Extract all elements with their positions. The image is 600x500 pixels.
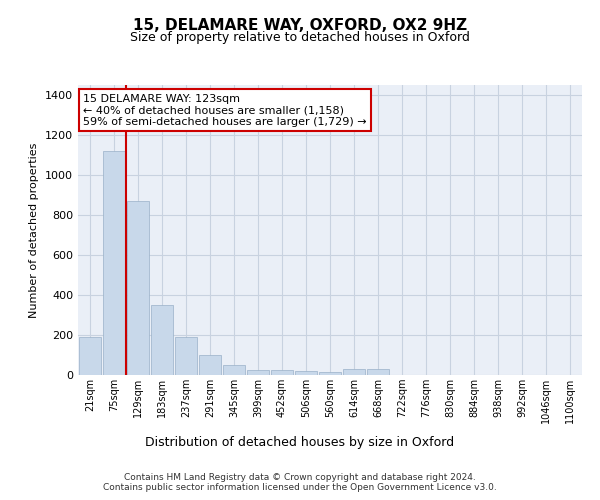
Y-axis label: Number of detached properties: Number of detached properties xyxy=(29,142,40,318)
Bar xyxy=(151,305,173,375)
Bar xyxy=(343,369,365,375)
Bar xyxy=(319,372,341,375)
Text: 15 DELAMARE WAY: 123sqm
← 40% of detached houses are smaller (1,158)
59% of semi: 15 DELAMARE WAY: 123sqm ← 40% of detache… xyxy=(83,94,367,127)
Text: Size of property relative to detached houses in Oxford: Size of property relative to detached ho… xyxy=(130,31,470,44)
Bar xyxy=(223,365,245,375)
Bar xyxy=(271,370,293,375)
Bar xyxy=(367,369,389,375)
Bar xyxy=(199,355,221,375)
Bar xyxy=(247,370,269,375)
Text: Distribution of detached houses by size in Oxford: Distribution of detached houses by size … xyxy=(145,436,455,449)
Text: Contains HM Land Registry data © Crown copyright and database right 2024.
Contai: Contains HM Land Registry data © Crown c… xyxy=(103,473,497,492)
Bar xyxy=(103,151,125,375)
Bar xyxy=(295,371,317,375)
Bar xyxy=(127,201,149,375)
Text: 15, DELAMARE WAY, OXFORD, OX2 9HZ: 15, DELAMARE WAY, OXFORD, OX2 9HZ xyxy=(133,18,467,32)
Bar xyxy=(175,337,197,375)
Bar xyxy=(79,337,101,375)
